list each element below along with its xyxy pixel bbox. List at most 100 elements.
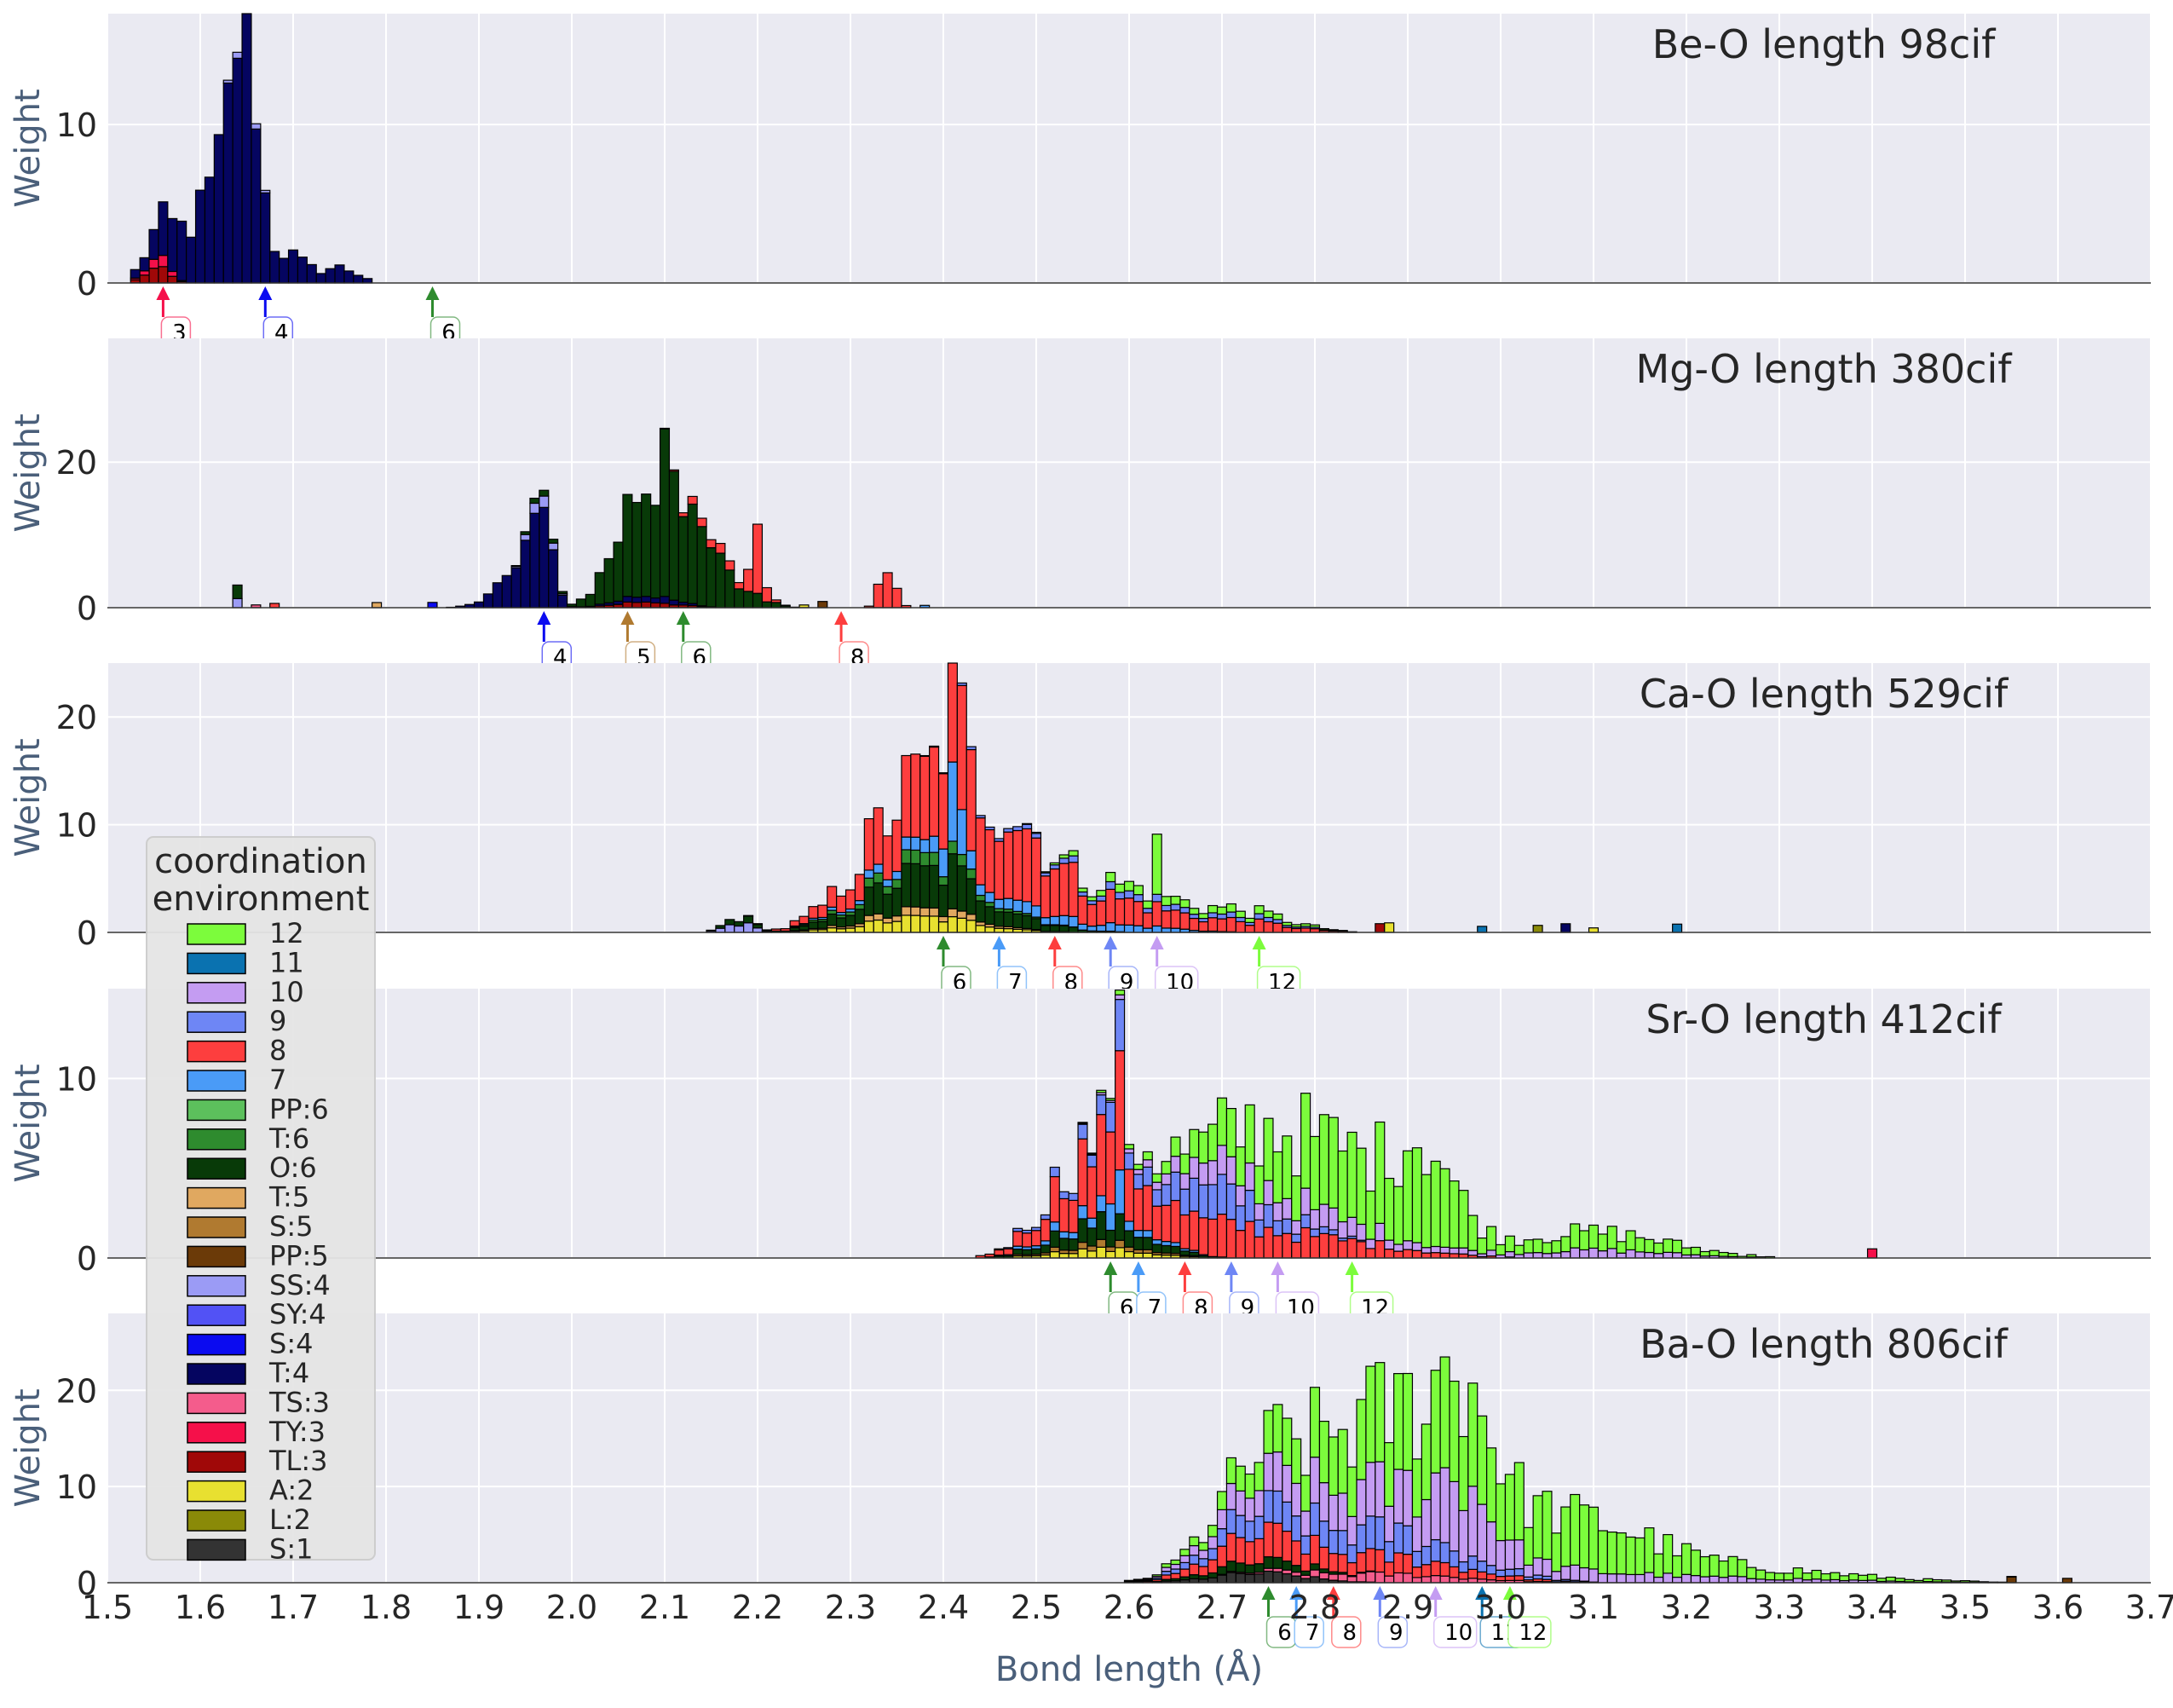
histogram-bar xyxy=(1319,1569,1329,1572)
histogram-bar xyxy=(1329,1531,1338,1554)
histogram-bar xyxy=(261,193,270,283)
histogram-bar xyxy=(1013,827,1023,831)
histogram-bar xyxy=(864,915,873,921)
histogram-bar xyxy=(187,237,196,283)
histogram-bar xyxy=(1691,1550,1700,1576)
histogram-bar xyxy=(642,597,651,603)
histogram-bar xyxy=(1125,1169,1134,1221)
histogram-bar xyxy=(1180,1549,1190,1555)
histogram-bar xyxy=(1208,913,1218,918)
histogram-bar xyxy=(660,603,670,608)
histogram-bar xyxy=(1125,1231,1134,1247)
histogram-bar xyxy=(1292,1541,1301,1566)
histogram-bar xyxy=(1292,1176,1301,1221)
histogram-bar xyxy=(1106,1247,1115,1251)
histogram-bar xyxy=(818,602,827,608)
histogram-bar xyxy=(1412,1148,1421,1243)
histogram-bar xyxy=(1245,926,1254,932)
histogram-bar xyxy=(1133,1231,1143,1238)
histogram-bar xyxy=(1152,1244,1161,1253)
histogram-bar xyxy=(363,279,372,283)
legend-label: SY:4 xyxy=(269,1298,326,1330)
histogram-bar xyxy=(744,591,753,608)
histogram-bar xyxy=(1218,1492,1227,1509)
marker-arrowhead xyxy=(1346,1261,1359,1275)
histogram-bar xyxy=(957,866,966,911)
histogram-bar xyxy=(1180,1251,1190,1255)
histogram-bar xyxy=(1208,1526,1218,1537)
histogram-bar xyxy=(939,774,948,849)
histogram-bar xyxy=(1412,1578,1421,1583)
histogram-bar xyxy=(1226,917,1236,932)
histogram-bar xyxy=(1059,1192,1069,1198)
histogram-bar xyxy=(1282,1136,1292,1199)
histogram-bar xyxy=(1366,1366,1375,1463)
histogram-bar xyxy=(985,927,994,932)
histogram-bar xyxy=(1069,856,1078,863)
histogram-bar xyxy=(660,429,670,596)
y-axis-label: Weight xyxy=(9,413,48,532)
histogram-bar xyxy=(1440,1247,1450,1253)
histogram-bar xyxy=(902,837,911,850)
histogram-bar xyxy=(1106,1251,1115,1258)
histogram-bar xyxy=(1431,1473,1440,1539)
histogram-bar xyxy=(1366,1249,1375,1258)
histogram-bar xyxy=(883,894,892,918)
histogram-bar xyxy=(1050,1231,1059,1247)
histogram-bar xyxy=(1236,1466,1245,1491)
histogram-bar xyxy=(1859,1575,1868,1580)
panel-title: Mg-O length 380cif xyxy=(1636,346,2014,392)
histogram-bar xyxy=(1394,1186,1404,1244)
histogram-bar xyxy=(809,922,818,929)
histogram-bar xyxy=(1143,1238,1152,1250)
histogram-bar xyxy=(1254,1516,1264,1538)
histogram-bar xyxy=(1338,931,1347,932)
histogram-bar xyxy=(1078,1249,1087,1258)
histogram-bar xyxy=(1514,1245,1524,1255)
histogram-bar xyxy=(549,540,558,544)
histogram-bar xyxy=(1357,1224,1366,1240)
histogram-bar xyxy=(1254,906,1264,914)
histogram-bar xyxy=(1264,921,1273,932)
histogram-bar xyxy=(762,588,771,603)
histogram-bar xyxy=(1840,1576,1849,1581)
x-tick-label: 3.0 xyxy=(1475,1589,1526,1626)
histogram-bar xyxy=(1125,1221,1134,1231)
histogram-bar xyxy=(1078,924,1087,930)
histogram-bar xyxy=(1821,1574,1830,1580)
histogram-bar xyxy=(1171,1137,1180,1157)
histogram-bar xyxy=(1421,1499,1431,1546)
histogram-bar xyxy=(1208,1578,1218,1583)
histogram-bar xyxy=(1385,1179,1394,1241)
histogram-bar xyxy=(1171,1243,1180,1247)
histogram-bar xyxy=(1264,917,1273,921)
histogram-bar xyxy=(957,911,966,918)
histogram-bar xyxy=(1282,1573,1292,1583)
histogram-bar xyxy=(1728,1254,1738,1257)
histogram-bar xyxy=(1431,1540,1440,1561)
histogram-bar xyxy=(1143,909,1152,913)
histogram-bar xyxy=(827,910,837,914)
x-tick-label: 2.9 xyxy=(1382,1589,1433,1626)
histogram-bar xyxy=(1347,1132,1357,1217)
histogram-bar xyxy=(1459,1248,1468,1254)
histogram-bar xyxy=(1161,911,1171,928)
legend-swatch xyxy=(187,1481,245,1502)
histogram-bar xyxy=(1097,1095,1106,1115)
panel-title: Be-O length 98cif xyxy=(1652,21,1997,67)
histogram-bar xyxy=(1571,1248,1580,1258)
histogram-bar xyxy=(1273,1452,1282,1492)
histogram-bar xyxy=(1059,1198,1069,1232)
histogram-bar xyxy=(1180,1562,1190,1569)
histogram-bar xyxy=(744,915,753,916)
histogram-bar xyxy=(1069,927,1078,932)
histogram-bar xyxy=(1440,1562,1450,1576)
histogram-bar xyxy=(1236,1186,1245,1206)
histogram-bar xyxy=(1626,1249,1635,1258)
histogram-bar xyxy=(1292,1243,1301,1258)
histogram-bar xyxy=(623,494,632,597)
histogram-bar xyxy=(1264,1411,1273,1453)
histogram-bar xyxy=(196,190,205,283)
histogram-bar xyxy=(1236,1491,1245,1515)
histogram-bar xyxy=(1468,1556,1478,1570)
